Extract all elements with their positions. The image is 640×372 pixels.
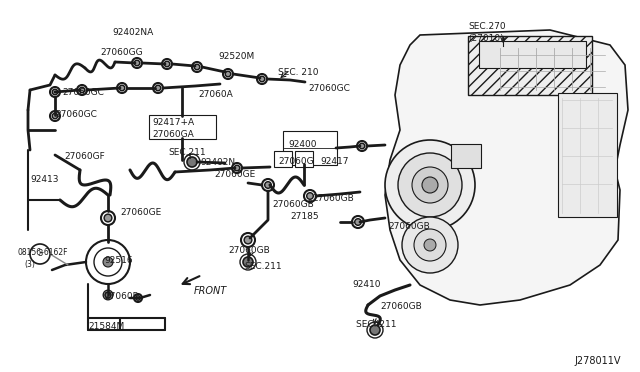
Text: 92413: 92413 bbox=[30, 175, 58, 184]
Text: SEC.211: SEC.211 bbox=[244, 262, 282, 271]
Text: 92410: 92410 bbox=[352, 280, 381, 289]
Circle shape bbox=[359, 143, 365, 149]
Polygon shape bbox=[385, 30, 628, 305]
Text: SEC.211: SEC.211 bbox=[168, 148, 205, 157]
Text: 27060GE: 27060GE bbox=[214, 170, 255, 179]
Circle shape bbox=[385, 140, 475, 230]
Text: 27060GB: 27060GB bbox=[388, 222, 429, 231]
Text: 92402N: 92402N bbox=[200, 158, 235, 167]
Circle shape bbox=[52, 89, 58, 95]
Text: 92400: 92400 bbox=[288, 140, 317, 149]
Text: 27060GC: 27060GC bbox=[55, 110, 97, 119]
Text: 27060G: 27060G bbox=[278, 157, 314, 166]
Circle shape bbox=[412, 167, 448, 203]
FancyBboxPatch shape bbox=[283, 131, 337, 165]
Text: 27060GF: 27060GF bbox=[64, 152, 105, 161]
Text: 27060GC: 27060GC bbox=[308, 84, 350, 93]
Text: 27185: 27185 bbox=[290, 212, 319, 221]
Circle shape bbox=[187, 157, 197, 167]
Text: 92417: 92417 bbox=[320, 157, 349, 166]
Text: 27060GE: 27060GE bbox=[120, 208, 161, 217]
FancyBboxPatch shape bbox=[468, 36, 592, 95]
Circle shape bbox=[422, 177, 438, 193]
Circle shape bbox=[414, 229, 446, 261]
Circle shape bbox=[355, 219, 362, 225]
Text: 27060GB: 27060GB bbox=[380, 302, 422, 311]
Circle shape bbox=[195, 64, 200, 70]
Circle shape bbox=[225, 71, 231, 77]
Text: 27060GG: 27060GG bbox=[100, 48, 143, 57]
Text: 27060GC: 27060GC bbox=[62, 88, 104, 97]
Circle shape bbox=[136, 296, 140, 300]
FancyBboxPatch shape bbox=[479, 41, 586, 68]
FancyBboxPatch shape bbox=[274, 151, 292, 167]
Text: J278011V: J278011V bbox=[574, 356, 621, 366]
FancyBboxPatch shape bbox=[451, 144, 481, 168]
Circle shape bbox=[402, 217, 458, 273]
Text: 3: 3 bbox=[37, 250, 43, 259]
Circle shape bbox=[259, 76, 265, 82]
Text: 21584M: 21584M bbox=[88, 322, 124, 331]
Circle shape bbox=[370, 325, 380, 335]
Circle shape bbox=[265, 182, 271, 188]
Text: 27060GB: 27060GB bbox=[312, 194, 354, 203]
Circle shape bbox=[119, 85, 125, 91]
Text: 27060GA: 27060GA bbox=[152, 130, 194, 139]
FancyBboxPatch shape bbox=[149, 115, 216, 139]
Circle shape bbox=[244, 236, 252, 244]
Text: 92402NA: 92402NA bbox=[112, 28, 153, 37]
Circle shape bbox=[164, 61, 170, 67]
Circle shape bbox=[398, 153, 462, 217]
Text: 27060F: 27060F bbox=[104, 292, 138, 301]
FancyBboxPatch shape bbox=[295, 151, 313, 167]
Circle shape bbox=[105, 292, 111, 298]
Text: 27060GB: 27060GB bbox=[228, 246, 269, 255]
Circle shape bbox=[134, 60, 140, 66]
Text: SEC.270: SEC.270 bbox=[468, 22, 506, 31]
Circle shape bbox=[52, 113, 58, 119]
Text: 08156-6162F: 08156-6162F bbox=[18, 248, 68, 257]
Circle shape bbox=[424, 239, 436, 251]
Text: (3): (3) bbox=[24, 260, 35, 269]
Text: SEC. 210: SEC. 210 bbox=[278, 68, 319, 77]
Text: 92516: 92516 bbox=[104, 256, 132, 265]
Circle shape bbox=[307, 193, 314, 199]
Text: (27010): (27010) bbox=[468, 34, 504, 43]
Circle shape bbox=[103, 257, 113, 267]
Circle shape bbox=[234, 165, 240, 171]
FancyBboxPatch shape bbox=[558, 93, 617, 217]
Text: 27060GB: 27060GB bbox=[272, 200, 314, 209]
Text: 92520M: 92520M bbox=[218, 52, 254, 61]
Text: 27060A: 27060A bbox=[198, 90, 233, 99]
Text: 92417+A: 92417+A bbox=[152, 118, 194, 127]
Circle shape bbox=[156, 85, 161, 91]
Circle shape bbox=[104, 214, 112, 222]
Text: FRONT: FRONT bbox=[194, 286, 227, 296]
Circle shape bbox=[243, 257, 253, 267]
Circle shape bbox=[79, 87, 84, 93]
Text: SEC. 211: SEC. 211 bbox=[356, 320, 397, 329]
